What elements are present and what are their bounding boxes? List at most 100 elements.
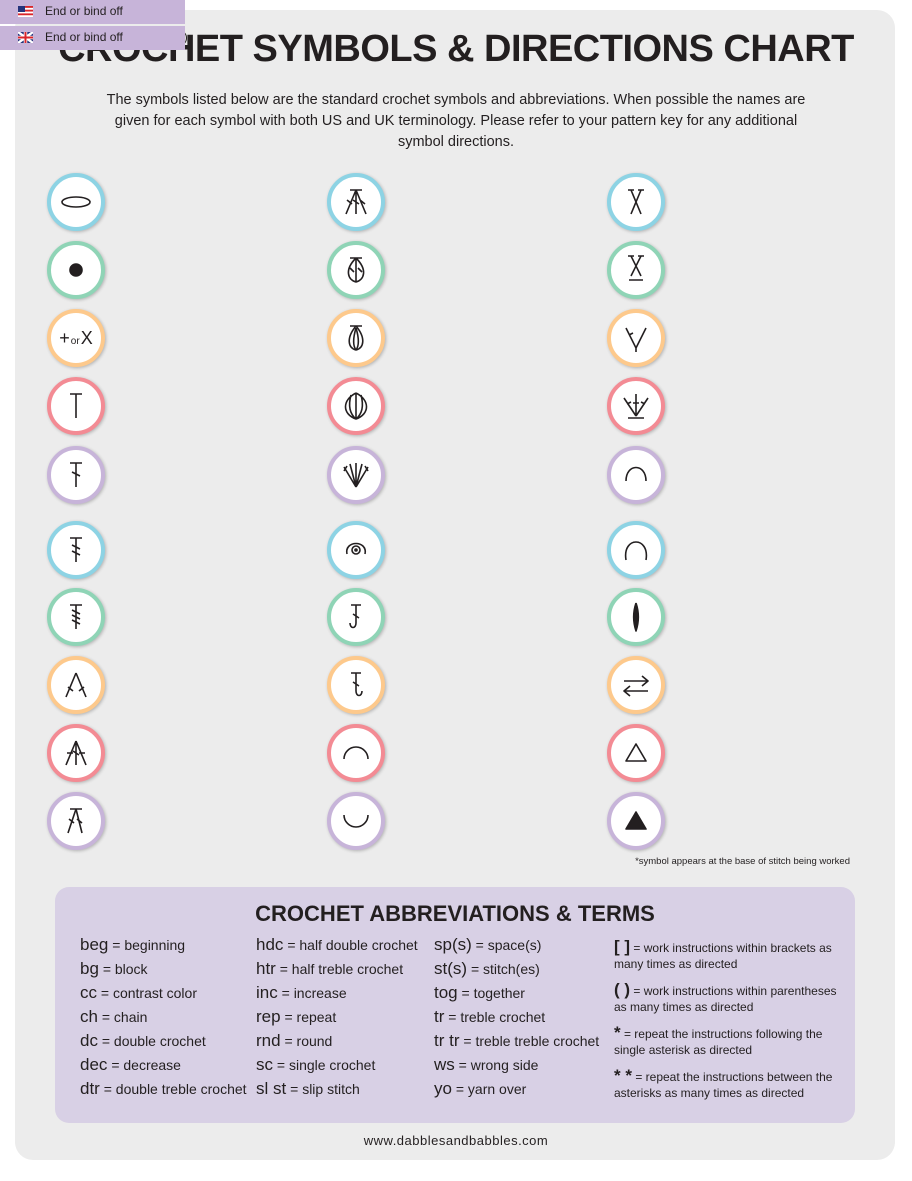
term: sp(s) = space(s)	[434, 935, 541, 955]
term: sl st = slip stitch	[256, 1079, 360, 1099]
flag-stripe	[18, 6, 33, 8]
flag-stripe	[18, 9, 33, 12]
abbreviations-title: CROCHET ABBREVIATIONS & TERMS	[255, 901, 655, 926]
footer-url: www.dabblesandbabbles.com	[363, 1133, 549, 1148]
symbol-circle	[327, 521, 385, 579]
symbol-icon	[343, 746, 369, 760]
symbol-path	[343, 814, 369, 828]
term-abbr: * *	[614, 1066, 632, 1085]
symbol-circle	[607, 656, 665, 714]
symbol-circle	[607, 724, 665, 782]
symbol-circle	[607, 792, 665, 850]
symbol-path	[70, 393, 82, 418]
term-definition: = stitch(es)	[470, 961, 540, 977]
term-abbr: htr	[256, 959, 276, 978]
term-definition: = block	[102, 961, 148, 977]
term-abbr: ws	[434, 1055, 455, 1074]
symbol-circle	[47, 377, 105, 435]
symbol-path	[623, 675, 649, 697]
term-abbr: tr tr	[434, 1031, 460, 1050]
term: rep = repeat	[256, 1007, 336, 1027]
term: tr = treble crochet	[434, 1007, 545, 1027]
symbol-path	[632, 602, 640, 632]
term: cc = contrast color	[80, 983, 197, 1003]
term-abbr: beg	[80, 935, 109, 954]
symbol-icon	[343, 814, 369, 828]
term-definition: = slip stitch	[290, 1081, 360, 1097]
symbol-circle: +orX	[47, 309, 105, 367]
term-abbr: ch	[80, 1007, 98, 1026]
symbol-icon	[69, 263, 83, 277]
term-definition: = work instructions within parentheses a…	[614, 984, 837, 1014]
symbol-circle	[47, 241, 105, 299]
term-abbr: sc	[256, 1055, 273, 1074]
symbol-icon	[70, 537, 82, 562]
term: ch = chain	[80, 1007, 147, 1027]
symbol-path	[343, 463, 369, 488]
symbol-part: X	[81, 328, 93, 348]
term-abbr: yo	[434, 1079, 452, 1098]
term-abbr: st(s)	[434, 959, 468, 978]
term: hdc = half double crochet	[256, 935, 418, 955]
symbol-path	[625, 811, 647, 830]
term-definition: = repeat the instructions between the as…	[614, 1070, 833, 1100]
symbol-icon	[623, 675, 649, 697]
symbol-part: or	[71, 336, 81, 347]
abbreviations-box: CROCHET ABBREVIATIONS & TERMS beg = begi…	[55, 887, 855, 1123]
term: dc = double crochet	[80, 1031, 206, 1051]
symbol-icon	[632, 602, 640, 632]
term-abbr: ( )	[614, 980, 631, 999]
term: inc = increase	[256, 983, 347, 1003]
term-definition: = increase	[281, 985, 347, 1001]
symbol-circle	[607, 241, 665, 299]
term: sc = single crochet	[256, 1055, 375, 1075]
term-definition: = repeat	[284, 1009, 337, 1025]
symbol-part: +	[59, 328, 70, 348]
uk-label: End or bind off	[45, 30, 123, 44]
symbol-path	[348, 325, 364, 351]
term-abbr: hdc	[256, 935, 284, 954]
symbol-circle	[47, 792, 105, 850]
symbol-icon	[343, 463, 369, 488]
symbol-icon	[625, 327, 647, 352]
symbol-circle	[327, 588, 385, 646]
term-abbr: *	[614, 1023, 621, 1042]
symbol-icon	[625, 466, 647, 482]
title: CROCHET SYMBOLS & DIRECTIONS CHART	[58, 28, 854, 70]
symbol-icon: +orX	[59, 328, 93, 348]
term: rnd = round	[256, 1031, 332, 1051]
term-definition: = contrast color	[100, 985, 197, 1001]
term-abbr: sl st	[256, 1079, 287, 1098]
flag-cross	[18, 32, 33, 43]
flag-canton	[18, 6, 25, 12]
symbol-icon	[70, 393, 82, 418]
term: yo = yarn over	[434, 1079, 526, 1099]
term-definition: = half treble crochet	[279, 961, 404, 977]
symbol-circle	[47, 173, 105, 231]
term: tr tr = treble treble crochet	[434, 1031, 599, 1051]
term-abbr: [ ]	[614, 937, 631, 956]
term: * * = repeat the instructions between th…	[614, 1066, 839, 1101]
term-definition: = beginning	[112, 937, 186, 953]
symbol-path	[61, 196, 91, 208]
symbol-path	[67, 808, 83, 834]
symbol-path	[346, 542, 366, 555]
symbol-icon	[346, 542, 366, 555]
symbol-circle	[327, 241, 385, 299]
term-abbr: dec	[80, 1055, 108, 1074]
symbol-path	[345, 189, 367, 215]
us-label: End or bind off	[45, 4, 123, 18]
flag-stripe	[18, 13, 33, 16]
uk-flag	[18, 32, 33, 43]
term-definition: = single crochet	[276, 1057, 376, 1073]
term: dec = decrease	[80, 1055, 181, 1075]
term-abbr: rep	[256, 1007, 281, 1026]
symbol-icon	[65, 672, 87, 698]
symbol-circle	[327, 446, 385, 504]
symbol-icon	[624, 541, 648, 561]
term-definition: = treble treble crochet	[463, 1033, 600, 1049]
term: ( ) = work instructions within parenthes…	[614, 980, 839, 1015]
symbol-path	[70, 537, 82, 562]
symbol-path	[70, 604, 82, 629]
symbol-path	[625, 743, 647, 762]
